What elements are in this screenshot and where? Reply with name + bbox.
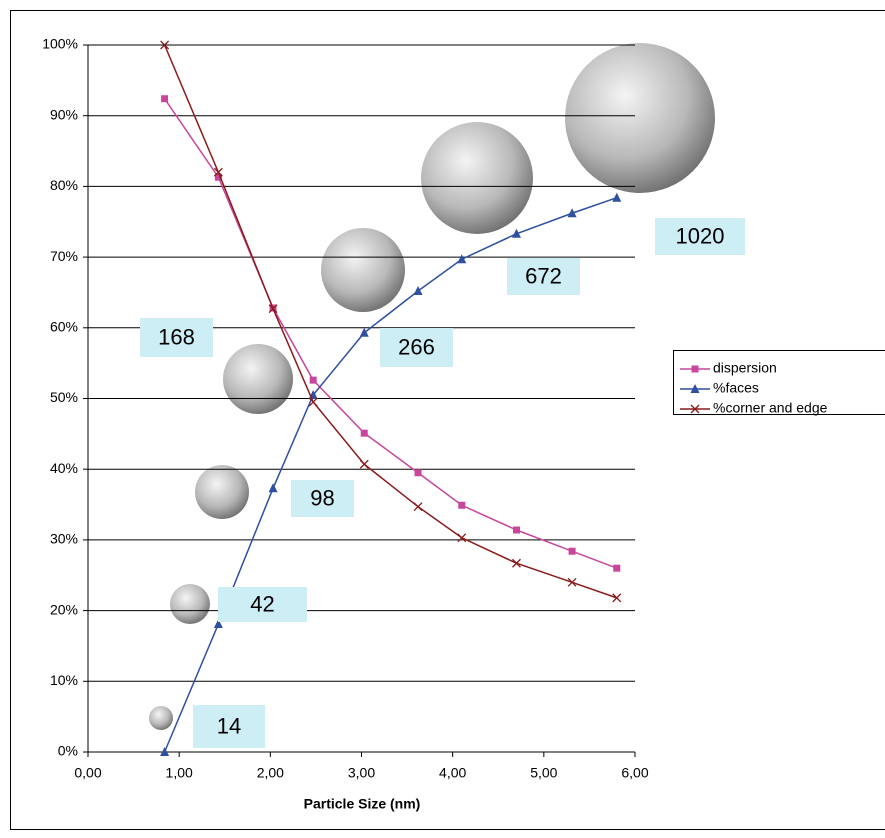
marker <box>512 526 520 534</box>
marker <box>414 469 422 477</box>
annotation: 168 <box>158 324 195 349</box>
marker <box>457 533 467 543</box>
annotation: 266 <box>398 334 435 359</box>
marker <box>359 459 369 469</box>
annotation: 42 <box>250 591 274 616</box>
x-tick-label: 0,00 <box>74 765 101 781</box>
y-tick-label: 40% <box>50 460 78 476</box>
legend-box <box>673 350 885 415</box>
particle <box>421 122 533 234</box>
x-tick-label: 2,00 <box>257 765 284 781</box>
annotation-box <box>193 705 265 748</box>
marker <box>511 228 521 238</box>
marker <box>268 304 278 314</box>
x-axis-title: Particle Size (nm) <box>304 796 421 812</box>
marker <box>458 501 466 509</box>
marker <box>413 502 423 512</box>
annotation: 1020 <box>676 223 725 248</box>
marker <box>161 95 169 103</box>
marker <box>360 429 368 437</box>
annotation: 98 <box>310 485 334 510</box>
annotation: 14 <box>217 713 241 738</box>
marker <box>457 254 467 264</box>
y-tick-label: 70% <box>50 248 78 264</box>
marker <box>413 286 423 296</box>
marker <box>160 747 170 756</box>
marker <box>309 376 317 384</box>
marker <box>612 192 622 202</box>
marker <box>213 619 223 629</box>
y-tick-label: 80% <box>50 177 78 193</box>
y-tick-label: 50% <box>50 389 78 405</box>
legend: dispersion %faces %corner and edge <box>673 350 885 416</box>
annotation-box <box>507 258 580 295</box>
marker <box>612 593 622 603</box>
particle <box>223 344 293 414</box>
annotation-box <box>218 587 307 622</box>
marker <box>512 558 521 568</box>
y-tick-label: 60% <box>50 319 78 335</box>
marker <box>214 173 222 181</box>
y-tick-label: 0% <box>58 743 78 759</box>
legend-label: dispersion <box>713 360 777 376</box>
y-tick-label: 20% <box>50 601 78 617</box>
legend-marker <box>691 365 699 373</box>
series-line <box>163 98 618 569</box>
y-tick-label: 30% <box>50 531 78 547</box>
series-line <box>163 197 618 753</box>
legend-label: %corner and edge <box>713 400 828 416</box>
x-tick-label: 3,00 <box>348 765 375 781</box>
marker <box>268 483 278 493</box>
x-tick-label: 6,00 <box>621 765 648 781</box>
particle <box>321 228 405 312</box>
legend-marker <box>690 384 700 393</box>
annotation-box <box>140 318 213 357</box>
marker <box>613 564 621 572</box>
annotation-box <box>655 218 745 255</box>
marker <box>160 40 170 50</box>
annotation-box <box>380 328 453 367</box>
x-tick-label: 5,00 <box>530 765 557 781</box>
series-line <box>163 44 618 599</box>
particle-illustrations <box>149 43 715 730</box>
particle <box>170 584 210 624</box>
x-tick-label: 1,00 <box>166 765 193 781</box>
marker <box>568 547 576 555</box>
particle <box>565 43 715 193</box>
marker <box>567 577 577 587</box>
annotation: 672 <box>525 263 562 288</box>
y-tick-label: 90% <box>50 106 78 122</box>
x-tick-label: 4,00 <box>439 765 466 781</box>
marker <box>567 208 577 218</box>
particle <box>195 465 249 519</box>
particle <box>149 706 173 730</box>
legend-label: %faces <box>713 380 759 396</box>
marker <box>213 167 223 177</box>
legend-marker <box>690 404 700 414</box>
y-tick-label: 100% <box>42 36 78 52</box>
marker <box>359 327 369 337</box>
y-tick-label: 10% <box>50 672 78 688</box>
marker <box>308 397 318 407</box>
annotation-box <box>291 480 354 517</box>
